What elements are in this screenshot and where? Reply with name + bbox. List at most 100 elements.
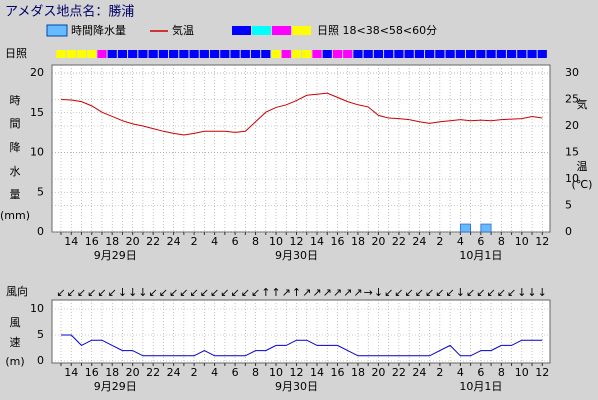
date-label: 9月29日 (94, 380, 137, 393)
plot-frame (51, 64, 551, 233)
sunshine-cell (87, 50, 97, 58)
sunshine-cell (537, 50, 547, 58)
wind-direction: ↙ (394, 286, 403, 299)
sunshine-cell (281, 50, 291, 58)
wind-direction: ↙ (405, 286, 414, 299)
y2-tick-label: 10 (565, 172, 579, 185)
wind-direction: ↙ (497, 286, 506, 299)
y-tick-label: 20 (30, 66, 44, 79)
y-tick-label: 10 (30, 146, 44, 159)
data-line (60, 92, 543, 136)
wind-direction: ↑ (292, 286, 301, 299)
sunshine-cell (138, 50, 148, 58)
sunshine-cell (271, 50, 281, 58)
x-tick-label: 4 (211, 366, 218, 379)
sunshine-cell (179, 50, 189, 58)
sunshine-cell (230, 50, 240, 58)
date-label: 9月30日 (275, 380, 318, 393)
y-axis-label: (mm) (0, 209, 30, 222)
legend-swatch (272, 26, 291, 35)
x-tick-label: 6 (477, 235, 484, 248)
sunshine-cell (373, 50, 384, 58)
wind-direction: ↑ (271, 286, 280, 299)
y2-tick-label: 5 (565, 199, 572, 212)
x-tick-label: 10 (269, 235, 283, 248)
wind-direction: ↓ (527, 286, 536, 299)
x-tick-label: 20 (126, 235, 140, 248)
wind-direction: ↙ (446, 286, 455, 299)
wind-direction: ↙ (415, 286, 424, 299)
legend-swatch (46, 24, 68, 37)
x-tick-label: 22 (392, 235, 406, 248)
direction-label: 風向 (6, 284, 28, 298)
wind-direction: ↙ (384, 286, 393, 299)
y-axis-label: 時 (10, 94, 21, 107)
x-tick-label: 24 (167, 366, 181, 379)
x-tick-label: 18 (351, 366, 365, 379)
sunshine-cell (414, 50, 424, 58)
sunshine-cell (496, 50, 506, 58)
x-tick-label: 2 (436, 235, 443, 248)
x-tick-label: 24 (412, 366, 426, 379)
y-axis-label: 量 (10, 188, 21, 201)
sunshine-cell (312, 50, 322, 58)
wind-direction: ↓ (138, 286, 147, 299)
y2-tick-label: 25 (565, 93, 579, 106)
sunshine-cell (117, 50, 128, 58)
y-tick-label: 0 (37, 225, 44, 238)
date-label: 10月1日 (459, 249, 502, 262)
sunshine-cell (394, 50, 404, 58)
sunshine-cell (189, 50, 199, 58)
x-tick-label: 24 (412, 235, 426, 248)
wind-direction: ↗ (312, 286, 321, 299)
x-tick-label: 4 (211, 235, 218, 248)
sunshine-cell (66, 50, 76, 58)
x-tick-label: 8 (498, 366, 505, 379)
y-axis-label: 風 (10, 316, 21, 329)
legend-swatch (292, 26, 311, 35)
x-tick-label: 12 (290, 235, 304, 248)
wind-direction: ↙ (159, 286, 168, 299)
x-tick-label: 12 (535, 235, 549, 248)
x-tick-label: 18 (351, 235, 365, 248)
y-tick-label: 5 (37, 328, 44, 341)
x-tick-label: 6 (477, 366, 484, 379)
x-tick-label: 18 (105, 235, 119, 248)
legend-swatch (232, 26, 251, 35)
y2-axis-label: 気 (577, 97, 588, 111)
wind-direction: ↙ (149, 286, 158, 299)
wind-direction: ↙ (230, 286, 239, 299)
sunshine-cell (291, 50, 302, 58)
y-axis-label: 水 (10, 165, 21, 178)
x-tick-label: 22 (146, 235, 160, 248)
x-tick-label: 10 (515, 235, 529, 248)
wind-direction: ↙ (507, 286, 516, 299)
y-axis-label: 速 (10, 336, 21, 349)
wind-direction: ↙ (87, 286, 96, 299)
wind-direction: ↙ (251, 286, 260, 299)
y-axis-label: 降 (10, 140, 21, 154)
date-label: 9月29日 (94, 249, 137, 262)
y2-axis-label: (℃) (572, 178, 593, 191)
sunshine-cell (56, 50, 66, 58)
page-title: アメダス地点名：勝浦 (5, 4, 134, 20)
precip-bar (459, 223, 471, 233)
sunshine-cell (476, 50, 486, 58)
wind-direction: ↙ (56, 286, 65, 299)
legend-swatch (252, 26, 271, 35)
sunshine-cell (302, 50, 312, 58)
x-tick-label: 8 (252, 235, 259, 248)
sunshine-cell (445, 50, 455, 58)
x-tick-label: 2 (191, 235, 198, 248)
sunshine-cell (486, 50, 496, 58)
legend-label: 日照 18<38<58<60分 (317, 24, 437, 37)
y-axis-label: (m) (5, 355, 24, 368)
legend-label: 時間降水量 (71, 23, 126, 37)
x-tick-label: 14 (64, 366, 78, 379)
wind-direction: ↙ (179, 286, 188, 299)
sunshine-cell (199, 50, 209, 58)
x-tick-label: 14 (310, 235, 324, 248)
sunshine-cell (158, 50, 168, 58)
wind-direction: ↙ (476, 286, 485, 299)
wind-direction: ↙ (210, 286, 219, 299)
